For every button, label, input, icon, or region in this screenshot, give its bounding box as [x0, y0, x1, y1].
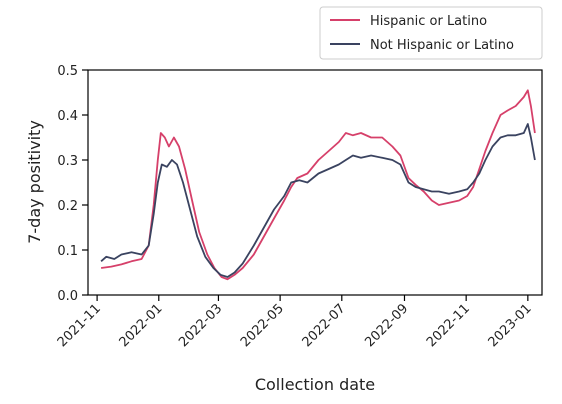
y-tick-label: 0.0 — [57, 289, 78, 304]
legend-label-not-hispanic: Not Hispanic or Latino — [370, 38, 514, 53]
series-line-hispanic — [100, 89, 536, 281]
x-tick-label: 2022-07 — [300, 301, 349, 350]
series-lines — [100, 89, 536, 281]
y-tick-label: 0.1 — [57, 244, 78, 259]
x-tick-label: 2023-01 — [486, 301, 535, 350]
legend-frame — [319, 6, 543, 60]
x-tick-label: 2022-01 — [117, 301, 166, 350]
plot-area-frame — [87, 69, 543, 296]
legend: Hispanic or Latino Not Hispanic or Latin… — [319, 6, 543, 60]
x-tick-label: 2022-11 — [424, 301, 473, 350]
axis-ticks: 0.0 0.1 0.2 0.3 0.4 0.5 2021-11 2022-01 2022-03 2… — [55, 64, 535, 350]
x-axis-label: Collection date — [255, 375, 375, 394]
x-tick-label: 2022-05 — [238, 301, 287, 350]
y-axis-label: 7-day positivity — [25, 120, 44, 244]
legend-label-hispanic: Hispanic or Latino — [370, 14, 487, 29]
series-line-not-hispanic — [100, 123, 536, 278]
x-tick-label: 2021-11 — [55, 301, 104, 350]
x-tick-label: 2022-03 — [176, 301, 225, 350]
y-tick-label: 0.2 — [57, 199, 78, 214]
y-tick-label: 0.4 — [57, 109, 78, 124]
y-tick-label: 0.3 — [57, 154, 78, 169]
y-tick-label: 0.5 — [57, 64, 78, 79]
x-tick-label: 2022-09 — [362, 301, 411, 350]
